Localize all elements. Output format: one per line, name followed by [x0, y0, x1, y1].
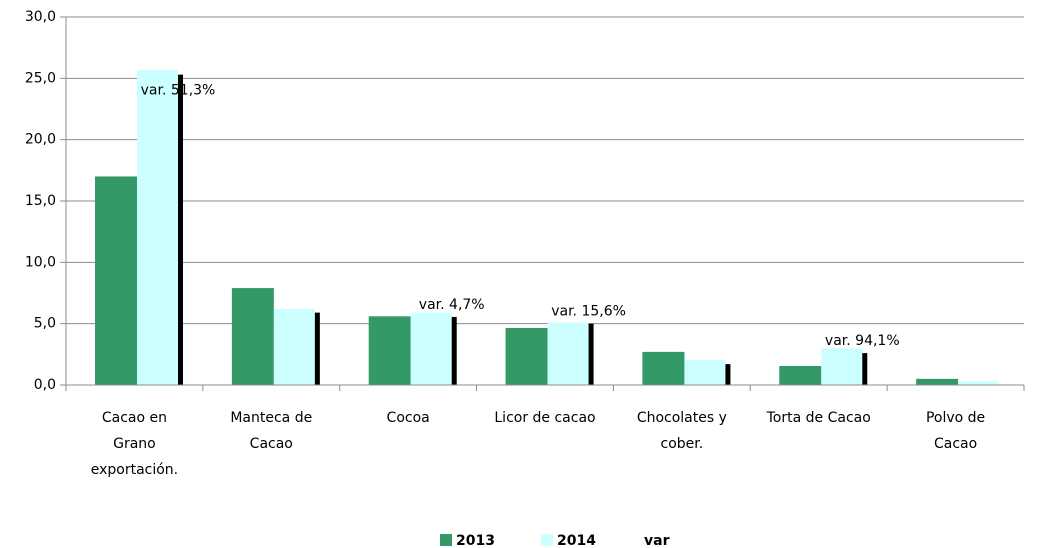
- bar: [231, 288, 274, 385]
- x-tick-label: cober.: [661, 436, 704, 452]
- bar: [725, 364, 731, 385]
- x-tick-label: Cocoa: [387, 410, 430, 426]
- x-tick-label: Cacao en: [102, 410, 167, 426]
- annotation: var. 15,6%: [551, 304, 626, 320]
- x-tick-label: Chocolates y: [637, 410, 727, 426]
- bar: [95, 176, 137, 385]
- bar: [505, 327, 548, 385]
- bar: [314, 312, 320, 385]
- bar: [547, 322, 589, 385]
- y-tick-label: 30,0: [25, 9, 56, 25]
- y-tick-label: 10,0: [25, 254, 56, 270]
- bar: [410, 312, 452, 385]
- legend-text: 2014: [557, 533, 596, 548]
- annotation: var. 51,3%: [141, 83, 216, 99]
- x-tick-label: Grano: [113, 436, 156, 452]
- x-tick-label: Licor de cacao: [494, 410, 595, 426]
- x-tick-label: Polvo de: [926, 410, 985, 426]
- bar: [684, 359, 726, 385]
- y-tick-label: 15,0: [25, 193, 56, 209]
- bar: [916, 378, 959, 385]
- annotation: var. 94,1%: [825, 333, 900, 349]
- legend-text: 2013: [456, 533, 495, 548]
- legend-text: var: [644, 533, 670, 548]
- y-tick-label: 5,0: [34, 316, 56, 332]
- legend-swatch: [440, 534, 452, 546]
- bar: [821, 348, 863, 385]
- x-tick-label: exportación.: [91, 462, 178, 478]
- bar: [862, 353, 868, 385]
- bar: [273, 308, 315, 385]
- y-tick-label: 0,0: [34, 377, 56, 393]
- bar: [642, 351, 685, 385]
- x-tick-label: Cacao: [250, 436, 293, 452]
- bar: [368, 316, 411, 385]
- y-tick-label: 25,0: [25, 70, 56, 86]
- bar: [588, 323, 594, 385]
- y-tick-label: 20,0: [25, 132, 56, 148]
- legend-swatch: [541, 534, 553, 546]
- bar: [779, 365, 822, 385]
- x-tick-label: Manteca de: [230, 410, 312, 426]
- bar: [958, 381, 1000, 385]
- annotation: var. 4,7%: [419, 297, 485, 313]
- bar: [137, 69, 178, 385]
- x-tick-label: Cacao: [934, 436, 977, 452]
- x-tick-label: Torta de Cacao: [766, 410, 871, 426]
- bar: [451, 316, 457, 385]
- bar: [178, 74, 183, 386]
